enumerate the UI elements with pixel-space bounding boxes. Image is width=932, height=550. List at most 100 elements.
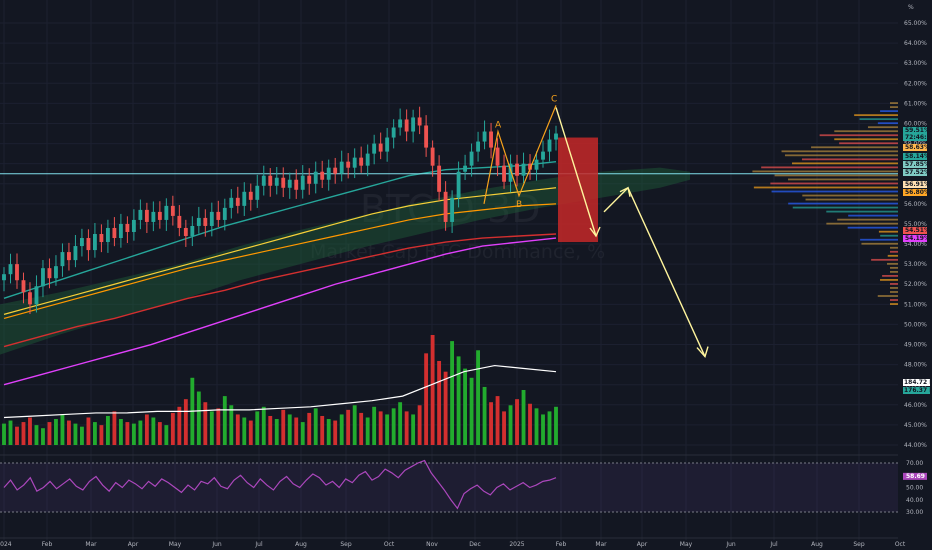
price-tick-label: 50.00% bbox=[904, 321, 927, 328]
cloud-band bbox=[0, 167, 690, 355]
candle-body bbox=[541, 151, 545, 160]
volume-bar bbox=[404, 411, 409, 445]
moving-average-line bbox=[3, 233, 557, 348]
volume-bar bbox=[235, 414, 240, 445]
price-tick-label: 51.00% bbox=[904, 301, 927, 308]
volume-bar bbox=[67, 420, 71, 445]
candle-body bbox=[209, 211, 214, 226]
time-tick-label: Jul bbox=[769, 541, 778, 548]
candle-body bbox=[469, 151, 474, 166]
candle-body bbox=[417, 117, 422, 126]
volume-bar bbox=[489, 402, 493, 445]
candle-body bbox=[170, 205, 175, 216]
volume-bar bbox=[21, 422, 26, 445]
price-tick-label: 44.00% bbox=[904, 442, 927, 449]
candle-body bbox=[131, 219, 136, 232]
volume-bar bbox=[99, 425, 104, 445]
price-badge-text: 58.14% bbox=[905, 153, 930, 160]
projection-drawing[interactable] bbox=[555, 107, 709, 358]
candle-body bbox=[164, 205, 169, 220]
volume-bar bbox=[131, 423, 136, 445]
price-tick-label: 48.00% bbox=[904, 362, 927, 369]
volume-bar bbox=[2, 423, 6, 445]
price-tick-label: 46.00% bbox=[904, 402, 927, 409]
candle-body bbox=[424, 125, 429, 148]
candle-body bbox=[463, 165, 468, 172]
price-tick-label: 45.00% bbox=[904, 422, 927, 429]
volume-bar bbox=[352, 405, 357, 445]
candle-body bbox=[8, 264, 13, 275]
time-tick-label: Jun bbox=[211, 541, 222, 548]
candle-body bbox=[294, 179, 299, 190]
profile-row bbox=[890, 102, 898, 104]
volume-bar bbox=[528, 403, 532, 445]
price-badge bbox=[903, 134, 927, 141]
arrow-head bbox=[619, 186, 631, 197]
volume-bar bbox=[138, 420, 143, 445]
price-axis[interactable]: % 65.00% 64.00% 63.00% 62.00% 61.00% 60.00%59.… bbox=[898, 0, 932, 540]
profile-row bbox=[860, 238, 898, 241]
candle-body bbox=[326, 167, 331, 180]
moving-average-line bbox=[3, 203, 557, 319]
volume-bar bbox=[281, 409, 286, 445]
profile-row bbox=[792, 162, 898, 165]
volume-badge bbox=[903, 379, 930, 386]
profile-row bbox=[890, 270, 898, 273]
price-badge bbox=[903, 181, 927, 188]
candle-body bbox=[190, 225, 195, 237]
candle-body bbox=[495, 147, 500, 166]
target-box bbox=[558, 137, 598, 243]
wave-label: C bbox=[551, 94, 557, 104]
candle-body bbox=[28, 292, 32, 305]
candle-body bbox=[320, 171, 325, 180]
price-badge-text: 57.52% bbox=[905, 169, 930, 176]
time-tick-label: Jul bbox=[254, 541, 263, 548]
volume-bar bbox=[469, 377, 474, 445]
volume-bar bbox=[261, 406, 266, 445]
volume-bar bbox=[437, 360, 442, 445]
volume-bar bbox=[41, 428, 45, 445]
candle-body bbox=[333, 167, 338, 174]
price-tick-label: 60.00% bbox=[904, 120, 927, 127]
time-tick-label: 2024 bbox=[0, 541, 12, 548]
candle-body bbox=[229, 197, 234, 208]
volume-bar bbox=[60, 414, 65, 445]
profile-row bbox=[774, 174, 898, 177]
price-tick-label: 56.00% bbox=[904, 201, 927, 208]
price-tick-label: 63.00% bbox=[904, 60, 927, 67]
volume-badge-text: 184.72 B bbox=[904, 379, 932, 386]
candle-body bbox=[287, 179, 292, 188]
candle-body bbox=[430, 147, 435, 166]
profile-row bbox=[877, 122, 898, 125]
candle-body bbox=[391, 127, 396, 138]
candle-body bbox=[183, 227, 188, 237]
profile-row bbox=[761, 166, 898, 169]
candle-body bbox=[515, 163, 519, 176]
candle-body bbox=[157, 211, 162, 220]
volume-bar bbox=[54, 419, 58, 445]
rsi-badge-text: 58.69 bbox=[906, 473, 925, 480]
profile-row bbox=[771, 190, 898, 193]
rsi-line bbox=[3, 459, 557, 510]
volume-bar bbox=[203, 402, 208, 445]
candle-body bbox=[242, 191, 247, 206]
profile-row bbox=[834, 138, 898, 141]
price-badge bbox=[903, 127, 927, 134]
time-tick-label: Aug bbox=[811, 541, 823, 548]
candle-body bbox=[443, 191, 448, 222]
profile-row bbox=[784, 154, 898, 157]
rsi-tick-label: 40.00 bbox=[906, 497, 923, 504]
profile-row bbox=[792, 206, 898, 209]
time-axis[interactable]: 2024 Feb Mar Apr May Jun Jul Aug Sep Oct Nov Dec 202… bbox=[0, 541, 906, 548]
candle-body bbox=[177, 215, 182, 228]
wave-label: A bbox=[495, 121, 502, 131]
candle-body bbox=[365, 153, 370, 166]
time-tick-label: Apr bbox=[637, 541, 648, 548]
price-candles bbox=[2, 106, 558, 314]
volume-bar bbox=[177, 406, 182, 445]
price-badge bbox=[903, 235, 927, 242]
price-badge-text: 56.80% bbox=[905, 189, 930, 196]
volume-bar bbox=[15, 426, 19, 445]
price-badge bbox=[903, 161, 927, 168]
